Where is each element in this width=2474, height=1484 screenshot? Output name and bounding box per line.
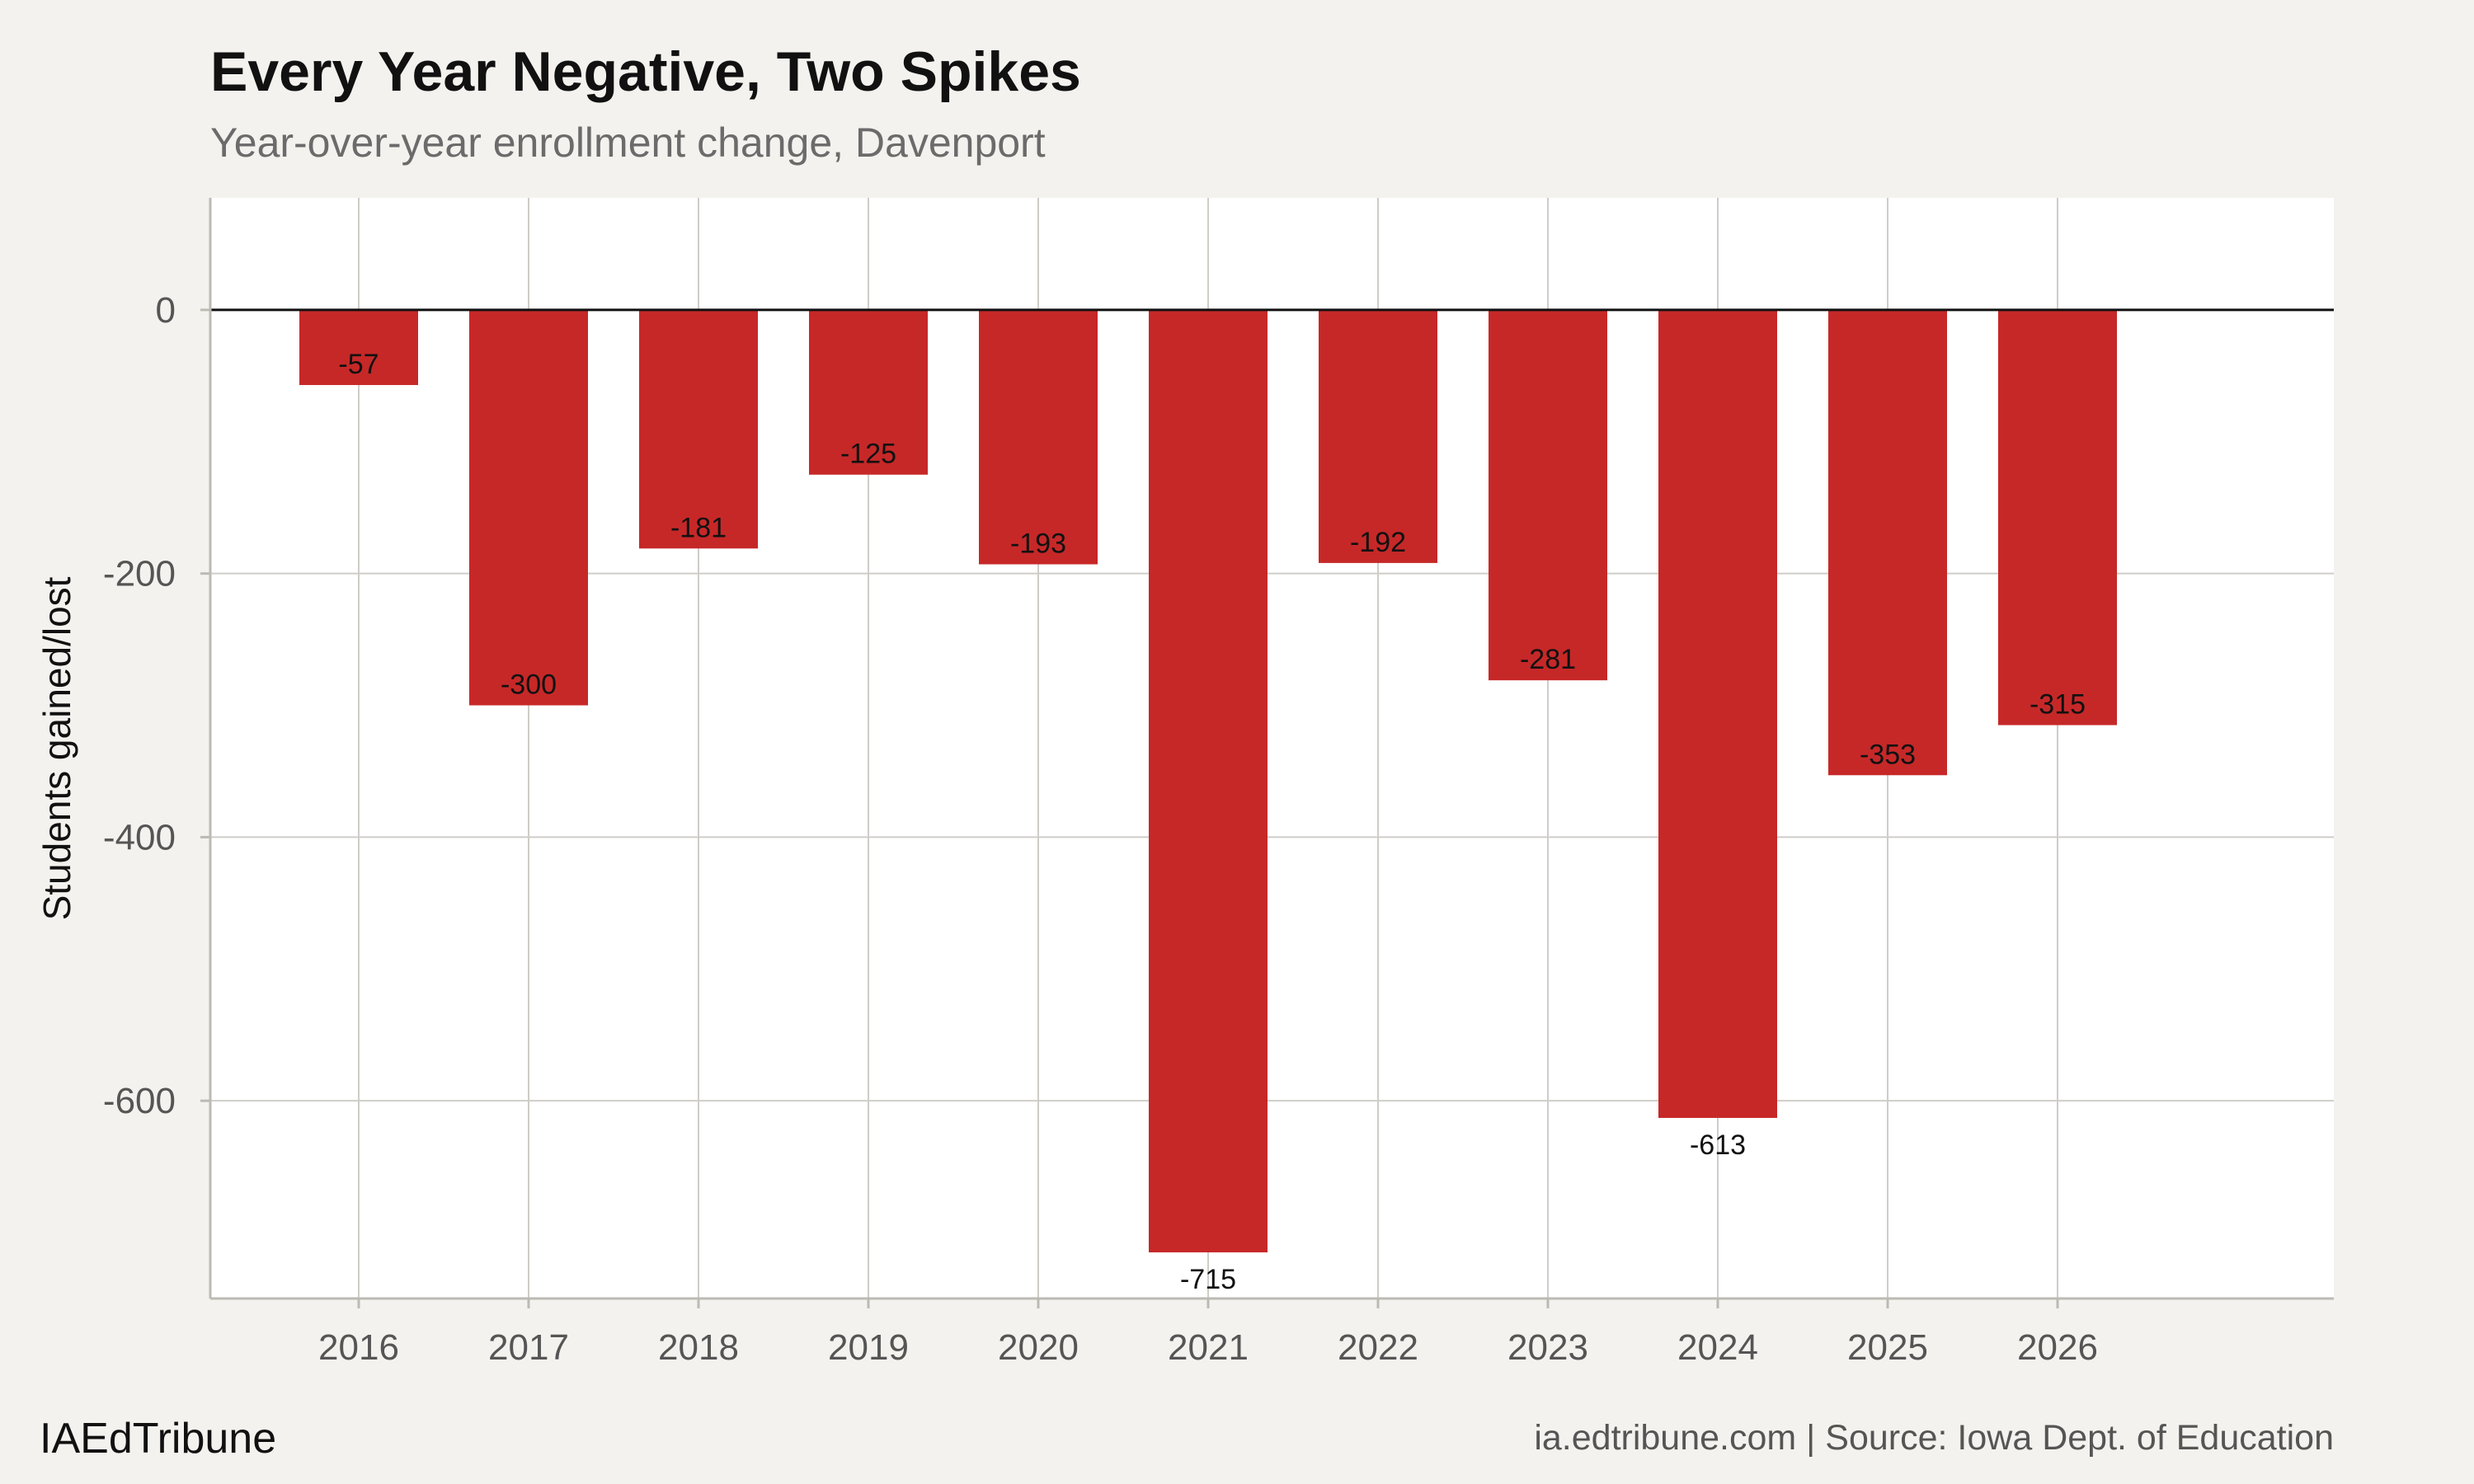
bar-label-2022: -192 xyxy=(1350,527,1406,558)
y-tick-label: -600 xyxy=(103,1081,176,1121)
bar-2020 xyxy=(979,309,1098,565)
x-tick-label-2026: 2026 xyxy=(2017,1327,2098,1368)
x-tick-label-2018: 2018 xyxy=(658,1327,739,1368)
bar-label-2020: -193 xyxy=(1010,528,1066,559)
x-tick-label-2020: 2020 xyxy=(998,1327,1079,1368)
brand-logo-text: IAEdTribune xyxy=(40,1415,276,1463)
y-tick-label: -400 xyxy=(103,817,176,857)
x-tick-label-2023: 2023 xyxy=(1507,1327,1588,1368)
bar-label-2018: -181 xyxy=(670,512,727,543)
bars xyxy=(299,309,2117,1253)
bar-2021 xyxy=(1149,309,1268,1253)
y-tick-label: 0 xyxy=(156,290,176,331)
x-tick-label-2025: 2025 xyxy=(1847,1327,1928,1368)
bar-2017 xyxy=(469,309,588,706)
bar-label-2026: -315 xyxy=(2030,689,2086,721)
y-axis-title: Students gained/lost xyxy=(35,576,78,920)
axes: 0 -200 -400 -600 2016 2017 2018 2019 2020 2021 202… xyxy=(103,198,2334,1368)
bar-label-2016: -57 xyxy=(338,349,379,380)
x-tick-label-2022: 2022 xyxy=(1338,1327,1418,1368)
bar-2025 xyxy=(1828,309,1947,776)
bar-2018 xyxy=(639,309,758,549)
bar-2016 xyxy=(299,309,418,386)
x-tick-label-2021: 2021 xyxy=(1168,1327,1249,1368)
bar-2022 xyxy=(1319,309,1437,563)
x-tick-label-2016: 2016 xyxy=(318,1327,399,1368)
chart-subtitle: Year-over-year enrollment change, Davenp… xyxy=(210,120,1046,166)
bar-label-2024: -613 xyxy=(1690,1129,1746,1161)
bar-label-2023: -281 xyxy=(1520,644,1576,675)
bar-2026 xyxy=(1998,309,2117,726)
bar-value-labels: -57 -300 -181 -125 -193 -715 -192 -281 -613 -353 -… xyxy=(338,349,2086,1295)
chart-title: Every Year Negative, Two Spikes xyxy=(210,40,1081,103)
bar-label-2019: -125 xyxy=(840,439,896,470)
bar-label-2017: -300 xyxy=(501,669,557,701)
bar-label-2021: -715 xyxy=(1180,1264,1236,1295)
bar-2024 xyxy=(1658,309,1777,1118)
y-tick-label: -200 xyxy=(103,554,176,594)
x-tick-label-2019: 2019 xyxy=(828,1327,909,1368)
source-caption: ia.edtribune.com | Source: Iowa Dept. of… xyxy=(1534,1418,2334,1458)
bar-2019 xyxy=(809,309,928,475)
x-tick-label-2017: 2017 xyxy=(488,1327,569,1368)
bar-2023 xyxy=(1489,309,1607,681)
bar-label-2025: -353 xyxy=(1860,739,1916,770)
x-tick-label-2024: 2024 xyxy=(1677,1327,1758,1368)
